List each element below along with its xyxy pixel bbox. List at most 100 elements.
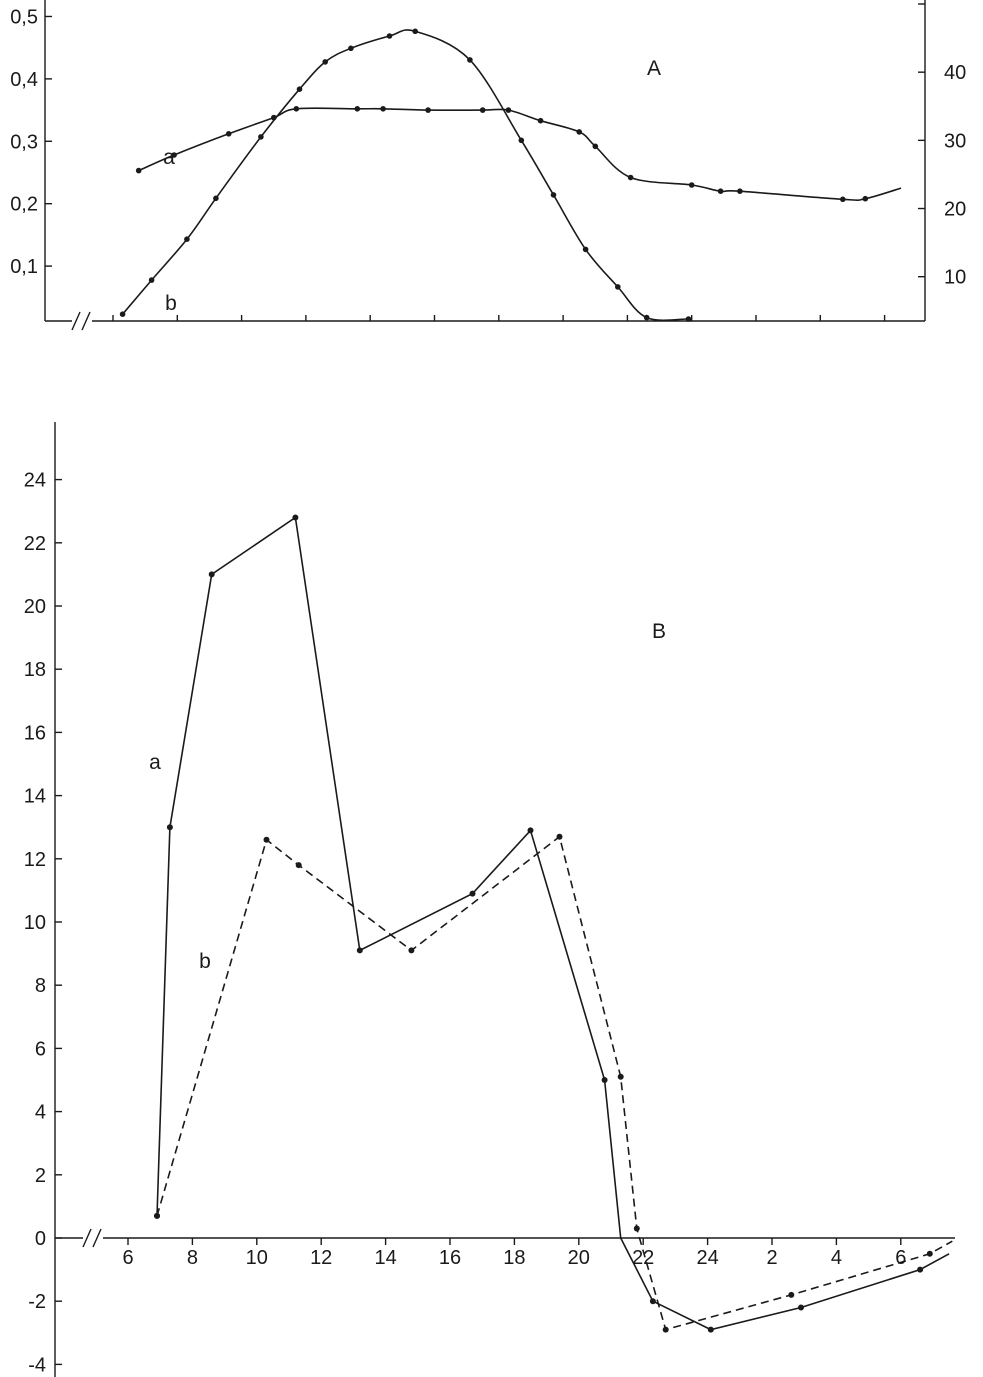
panel-b-y-tick-label: 22	[24, 533, 46, 555]
panel-b-x-tick-label: 8	[187, 1247, 198, 1269]
panel-b-series-b-point	[154, 1212, 160, 1219]
panel-a-series-b-line	[121, 29, 689, 322]
panel-b-y-tick-label: -4	[28, 1354, 46, 1376]
panel-b-y-tick-label: -2	[28, 1291, 46, 1313]
panel-b-series-a-point	[527, 827, 534, 834]
panel-b-series-a-point	[166, 824, 173, 831]
panel-a-series-b-label: b	[165, 292, 177, 315]
panel-a-series-a-point	[717, 188, 724, 194]
panel-b-x-tick-label: 22	[632, 1247, 654, 1269]
panel-b-x-tick-label: 24	[696, 1247, 718, 1269]
panel-a-series-b-point	[643, 314, 650, 321]
panel-b-series-b-point	[662, 1326, 669, 1333]
panel-a-series-a-point	[627, 174, 634, 181]
panel-a-left-tick-label: 0,4	[10, 69, 38, 91]
panel-a-series-b-point	[258, 134, 264, 140]
panel-b-y-tick-label: 8	[35, 975, 46, 997]
panel-a-series-a-point	[225, 131, 232, 137]
panel-a-series-a-point	[537, 117, 544, 124]
panel-b-x-tick-label: 6	[122, 1247, 133, 1269]
panel-a-series-b-point	[386, 33, 393, 39]
panel-a-series-b-point	[184, 236, 190, 242]
panel-a-series-a-point	[293, 106, 300, 112]
panel-a-series-b-point	[348, 45, 354, 52]
panel-b-x-tick-label: 18	[503, 1247, 525, 1269]
panel-b-y-tick-label: 2	[35, 1165, 46, 1187]
panel-a-series-b-point	[518, 137, 525, 144]
panel-a-series-a-point	[688, 182, 695, 188]
panel-a-series-b-point	[148, 277, 155, 283]
panel-b-x-tick-label: 14	[374, 1247, 396, 1269]
panel-b-y-tick-label: 6	[35, 1038, 46, 1060]
panel-a-series-b-point	[615, 284, 621, 290]
panel-a-left-tick-label: 0,1	[10, 256, 38, 278]
panel-a-chart: 0,1 0,2 0,3 0,4 0,5 10 20 30 40 Aa b	[10, 0, 966, 331]
panel-a-series-a-point	[380, 106, 386, 112]
panel-a-series-a-point	[425, 107, 431, 113]
panel-b-x-tick-label: 6	[895, 1247, 906, 1269]
panel-a-left-tick-label: 0,3	[10, 131, 38, 153]
panel-a-series-a-point	[592, 143, 599, 150]
panel-b-y-tick-label: 20	[24, 596, 46, 618]
panel-b-x-tick-label: 12	[310, 1247, 332, 1269]
panel-b-series-b-point	[788, 1291, 795, 1298]
panel-b-y-tick-label: 4	[35, 1102, 46, 1124]
panel-b-x-tick-label: 4	[831, 1247, 842, 1269]
panel-a-series-a-point	[479, 107, 486, 113]
panel-a-series-a-point	[862, 195, 869, 202]
panel-b-x-tick-label: 10	[246, 1247, 268, 1269]
panel-a-axis-break-mark	[71, 311, 81, 331]
panel-a-series-a-label: a	[163, 146, 175, 169]
panel-b-series-a-point	[601, 1077, 608, 1083]
panel-a-series-a-point	[171, 152, 177, 158]
panel-b-y-tick-label: 16	[24, 722, 46, 744]
panel-a-series-b-point	[296, 86, 303, 92]
panel-b-y-tick-label: 10	[24, 912, 46, 934]
panel-b-y-tick-label: 0	[35, 1228, 46, 1250]
panel-b-series-b-point	[295, 862, 302, 869]
panel-b-series-b-point	[633, 1225, 640, 1232]
panel-b-y-tick-label: 14	[24, 786, 46, 808]
panel-b-y-tick-label: 12	[24, 849, 46, 871]
panel-a-right-tick-label: 40	[944, 62, 966, 84]
panel-b-series-a-label: a	[149, 751, 161, 774]
panel-a-series-b-point	[322, 59, 329, 65]
panel-a-right-tick-label: 20	[944, 199, 966, 221]
panel-a-series-a-point	[576, 129, 582, 135]
panel-a-series-a-point	[135, 167, 142, 174]
panel-a-series-a-point	[354, 106, 361, 112]
panel-b-series-a-point	[469, 890, 476, 897]
panel-a-axis-break-mark	[81, 311, 91, 331]
panel-a-series-a-line	[138, 107, 902, 201]
panel-a-series-a-point	[840, 196, 846, 203]
panel-a-right-tick-label: 30	[944, 130, 966, 152]
panel-b-x-tick-label: 2	[766, 1247, 777, 1269]
panel-b-label: B	[652, 620, 666, 643]
panel-b-series-a-point	[649, 1298, 656, 1305]
panel-a-series-b-point	[119, 311, 126, 318]
panel-b-series-a-point	[707, 1326, 714, 1333]
panel-a-series-b-point	[213, 195, 219, 202]
panel-b-y-tick-label: 18	[24, 659, 46, 681]
panel-a-left-tick-label: 0,2	[10, 194, 38, 216]
panel-a-series-a-point	[737, 188, 743, 194]
panel-b-y-tick-label: 24	[24, 470, 46, 492]
panel-b-series-a-point	[917, 1266, 924, 1273]
panel-a-series-b-point	[582, 246, 589, 253]
panel-b-series-a-point	[292, 514, 299, 521]
panel-b-series-a-point	[356, 947, 363, 954]
panel-b-series-a-point	[208, 571, 215, 578]
panel-b-axis-break-mark	[82, 1228, 92, 1248]
panel-b-x-tick-label: 20	[568, 1247, 590, 1269]
panel-b-series-b-point	[408, 947, 415, 954]
panel-a-series-a-point	[505, 107, 512, 113]
panel-b-series-b-point	[617, 1073, 624, 1080]
panel-a-series-b-point	[412, 28, 419, 35]
panel-a-series-b-point	[550, 192, 557, 198]
panel-a-label: A	[647, 57, 661, 80]
panel-b-x-tick-label: 16	[439, 1247, 461, 1269]
panel-b-series-b-label: b	[199, 950, 211, 973]
panel-a-right-tick-label: 10	[944, 267, 966, 289]
